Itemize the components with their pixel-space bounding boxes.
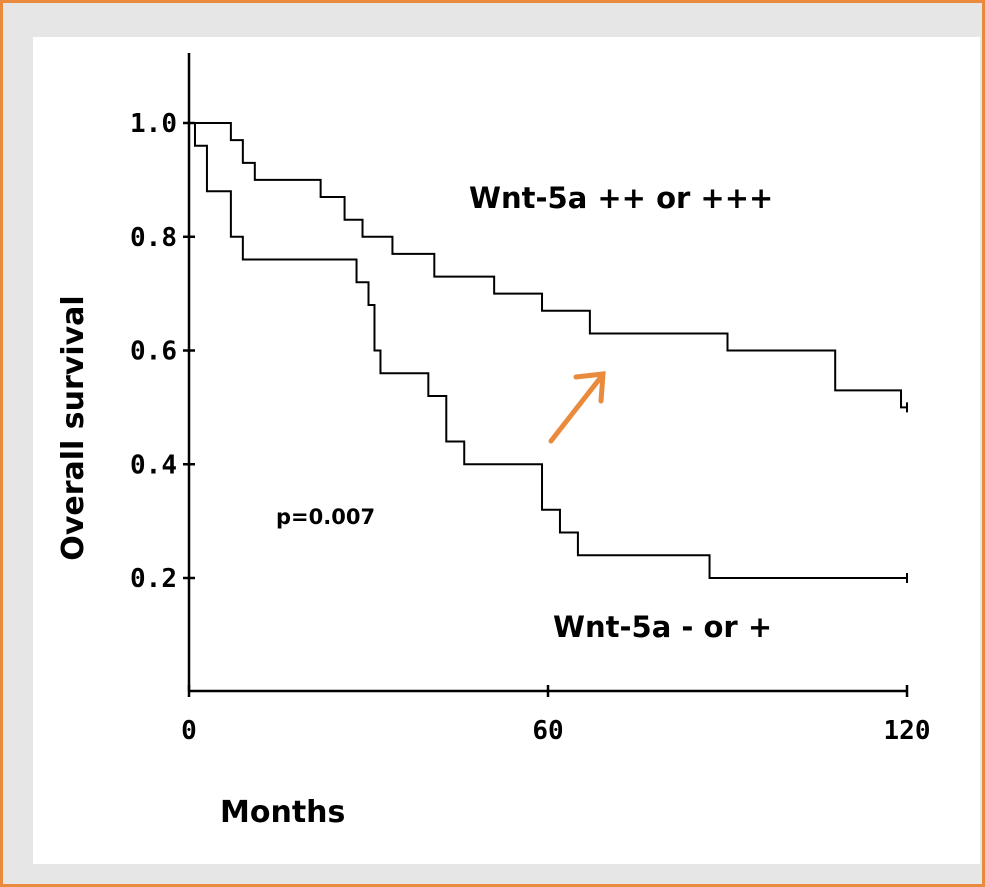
y-tick-label: 1.0 — [130, 109, 177, 139]
y-tick-label: 0.4 — [130, 450, 177, 480]
survival-curve-high — [189, 122, 907, 409]
chart-panel: 0.2 0.4 0.6 0.8 1.0 0 60 120 Overall survival M… — [33, 37, 980, 864]
x-tick-label: 0 — [181, 716, 197, 746]
y-axis-label: Overall survival — [56, 295, 91, 560]
series-label-low: Wnt-5a - or + — [553, 610, 772, 644]
x-axis-label: Months — [220, 795, 345, 830]
x-tick-label: 120 — [884, 716, 931, 746]
p-value-annotation: p=0.007 — [276, 505, 375, 529]
series-label-high: Wnt-5a ++ or +++ — [469, 181, 773, 215]
arrow-up-right-icon — [548, 371, 606, 444]
survival-chart: 0.2 0.4 0.6 0.8 1.0 0 60 120 Overall survival M… — [56, 53, 931, 830]
y-tick-label: 0.2 — [130, 564, 177, 594]
survival-curve-low — [189, 122, 907, 579]
y-tick-label: 0.6 — [130, 337, 177, 367]
x-tick-label: 60 — [532, 716, 563, 746]
y-tick-label: 0.8 — [130, 223, 177, 253]
